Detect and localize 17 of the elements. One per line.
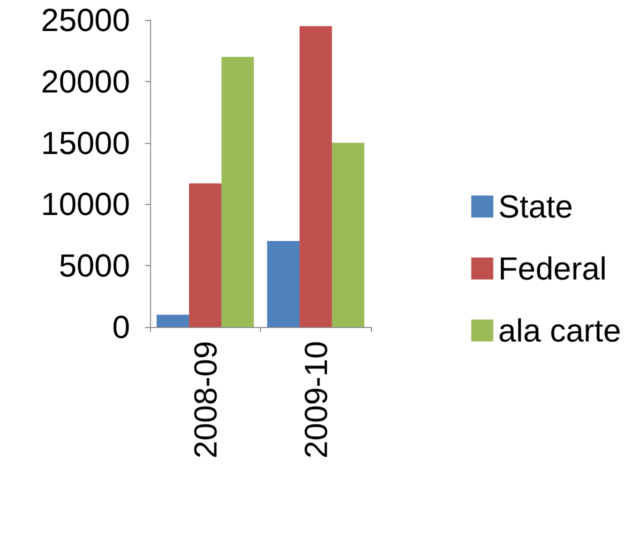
legend-label: Federal [498,250,607,286]
bar [156,314,190,327]
legend-label: State [498,188,573,224]
y-tick-label: 15000 [41,124,130,161]
legend-label: ala carte [498,312,621,348]
y-tick-label: 20000 [41,63,130,100]
y-tick-label: 5000 [58,248,130,284]
bar [221,56,254,327]
bar [267,241,300,327]
x-tick-label: 2009-10 [298,341,334,458]
bar [332,142,364,327]
x-tick-label: 2008-09 [187,341,224,458]
y-tick-label: 25000 [41,2,130,38]
bar [189,183,222,327]
bar [300,26,332,327]
y-tick-label: 10000 [41,186,130,222]
y-tick-label: 0 [112,309,130,345]
